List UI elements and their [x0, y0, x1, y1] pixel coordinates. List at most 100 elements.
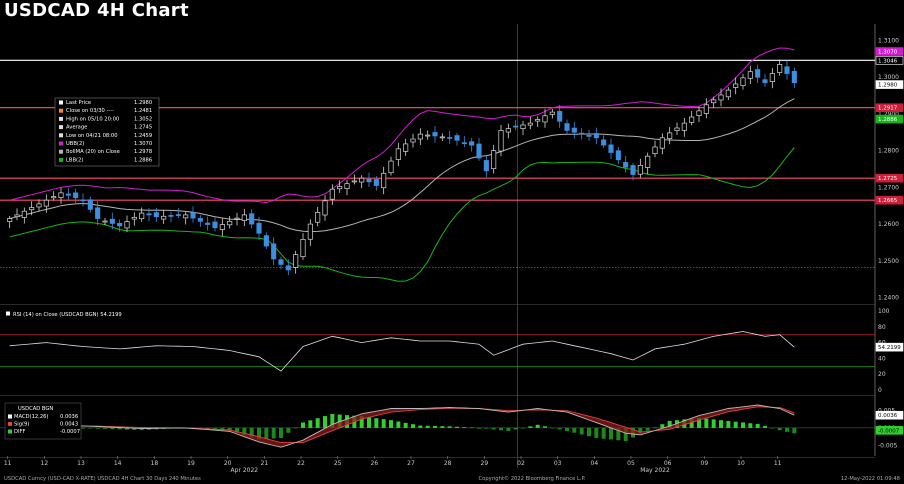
macd-histogram-bar: [587, 427, 591, 437]
candle-body: [271, 243, 277, 260]
candle-body: [219, 224, 225, 230]
candle-body: [469, 141, 475, 146]
macd-histogram-bar: [491, 427, 496, 430]
candle-body: [366, 178, 372, 183]
rsi-tag: 54.2199: [875, 342, 904, 352]
macd-histogram-bar: [425, 425, 430, 428]
price-tag-text: 1.3070: [878, 50, 898, 56]
macd-tag-text: -0.0007: [878, 428, 900, 434]
candle-body: [425, 134, 431, 137]
macd-histogram-bar: [785, 427, 789, 432]
price-tag: 1.2917: [875, 103, 904, 112]
macd-tick-label: -0.005: [878, 442, 898, 449]
footer: USDCAD Curncy (USD-CAD X-RATE) USDCAD 4H…: [4, 475, 900, 482]
candle-body: [58, 192, 64, 198]
rsi-panel: [0, 331, 875, 372]
candle-body: [395, 148, 401, 160]
candle-body: [740, 77, 746, 86]
candle-body: [21, 210, 27, 218]
candle-body: [65, 193, 71, 196]
macd-histogram-bar: [249, 427, 254, 438]
legend-label: Average: [66, 125, 87, 131]
x-tick-label: 20: [224, 460, 232, 467]
candle-body: [212, 221, 218, 229]
x-tick-label: 09: [701, 460, 709, 467]
candle-body: [80, 199, 86, 202]
candle-body: [388, 160, 394, 174]
price-tag: 1.3070: [875, 47, 904, 56]
candle-body: [593, 133, 599, 139]
candle-body: [549, 111, 555, 115]
rsi-tag-box: [875, 342, 904, 352]
price-tag-box: [875, 103, 904, 112]
candle-body: [373, 179, 379, 186]
price-tag-box: [875, 114, 904, 124]
macd-tag: -0.0007: [875, 426, 904, 435]
macd-histogram-bar: [726, 420, 731, 428]
candle-body: [322, 200, 328, 216]
macd-histogram-bar: [447, 426, 452, 428]
rsi-tick-label: 40: [878, 355, 886, 362]
month-label: Apr 2022: [231, 467, 259, 474]
macd-histogram-bar: [645, 427, 650, 431]
macd-histogram-bar: [499, 427, 503, 431]
macd-histogram-bar: [337, 414, 342, 428]
candle-body: [711, 99, 717, 104]
macd-tag-box: [875, 426, 904, 435]
candle-body: [461, 142, 467, 145]
x-tick-label: 26: [371, 460, 379, 467]
macd-histogram-bar: [579, 427, 584, 435]
candle-body: [175, 214, 181, 216]
macd-histogram-bar: [667, 420, 672, 428]
candle-body: [432, 132, 438, 137]
macd-histogram-bar: [528, 426, 533, 428]
macd-histogram-bar: [609, 427, 613, 440]
candle-body: [87, 199, 93, 210]
candlesticks: [7, 59, 797, 276]
macd-histogram-bar: [403, 422, 408, 428]
macd-histogram-bar: [455, 426, 459, 428]
candle-body: [674, 127, 680, 131]
legend-swatch: [8, 429, 12, 434]
candle-body: [579, 132, 585, 135]
x-tick-label: 06: [664, 460, 672, 467]
signal-line: [9, 406, 795, 444]
candle-body: [7, 218, 13, 222]
candle-body: [645, 155, 651, 168]
price-tick-label: 1.2500: [878, 258, 899, 265]
candle-body: [227, 220, 233, 226]
legend-label: MACD(12,26): [14, 414, 48, 420]
macd-histogram-bar: [623, 427, 628, 442]
macd-histogram-bar: [440, 426, 445, 428]
candle-body: [131, 216, 137, 220]
candle-body: [205, 222, 211, 225]
legend-value: 1.2481: [134, 108, 152, 114]
legend-label: DIFF: [14, 429, 26, 435]
macd-histogram-bar: [227, 427, 232, 431]
chart-title: USDCAD 4H Chart: [4, 0, 189, 21]
macd-histogram-bar: [264, 427, 269, 439]
macd-histogram-bar: [117, 427, 122, 430]
legend-swatch: [59, 149, 63, 154]
candle-body: [344, 183, 350, 189]
candle-body: [586, 135, 592, 137]
candle-body: [293, 254, 299, 268]
candle-body: [601, 139, 607, 146]
macd-histogram-bar: [521, 427, 525, 429]
price-tick-label: 1.2800: [878, 148, 899, 155]
macd-histogram-bar: [469, 427, 474, 429]
candle-body: [36, 203, 42, 208]
candle-body: [615, 150, 621, 161]
macd-histogram-bar: [697, 417, 701, 428]
price-tag-text: 1.2725: [878, 176, 898, 182]
legend-swatch: [8, 422, 12, 426]
candle-body: [542, 115, 548, 123]
macd-histogram-bar: [638, 427, 643, 435]
macd-histogram-bar: [535, 424, 540, 428]
candle-body: [315, 212, 321, 223]
x-tick-label: 11: [4, 460, 12, 467]
candle-body: [285, 265, 291, 271]
candle-body: [454, 135, 460, 141]
macd-histogram-bar: [741, 422, 745, 428]
macd-histogram-bar: [132, 427, 137, 430]
